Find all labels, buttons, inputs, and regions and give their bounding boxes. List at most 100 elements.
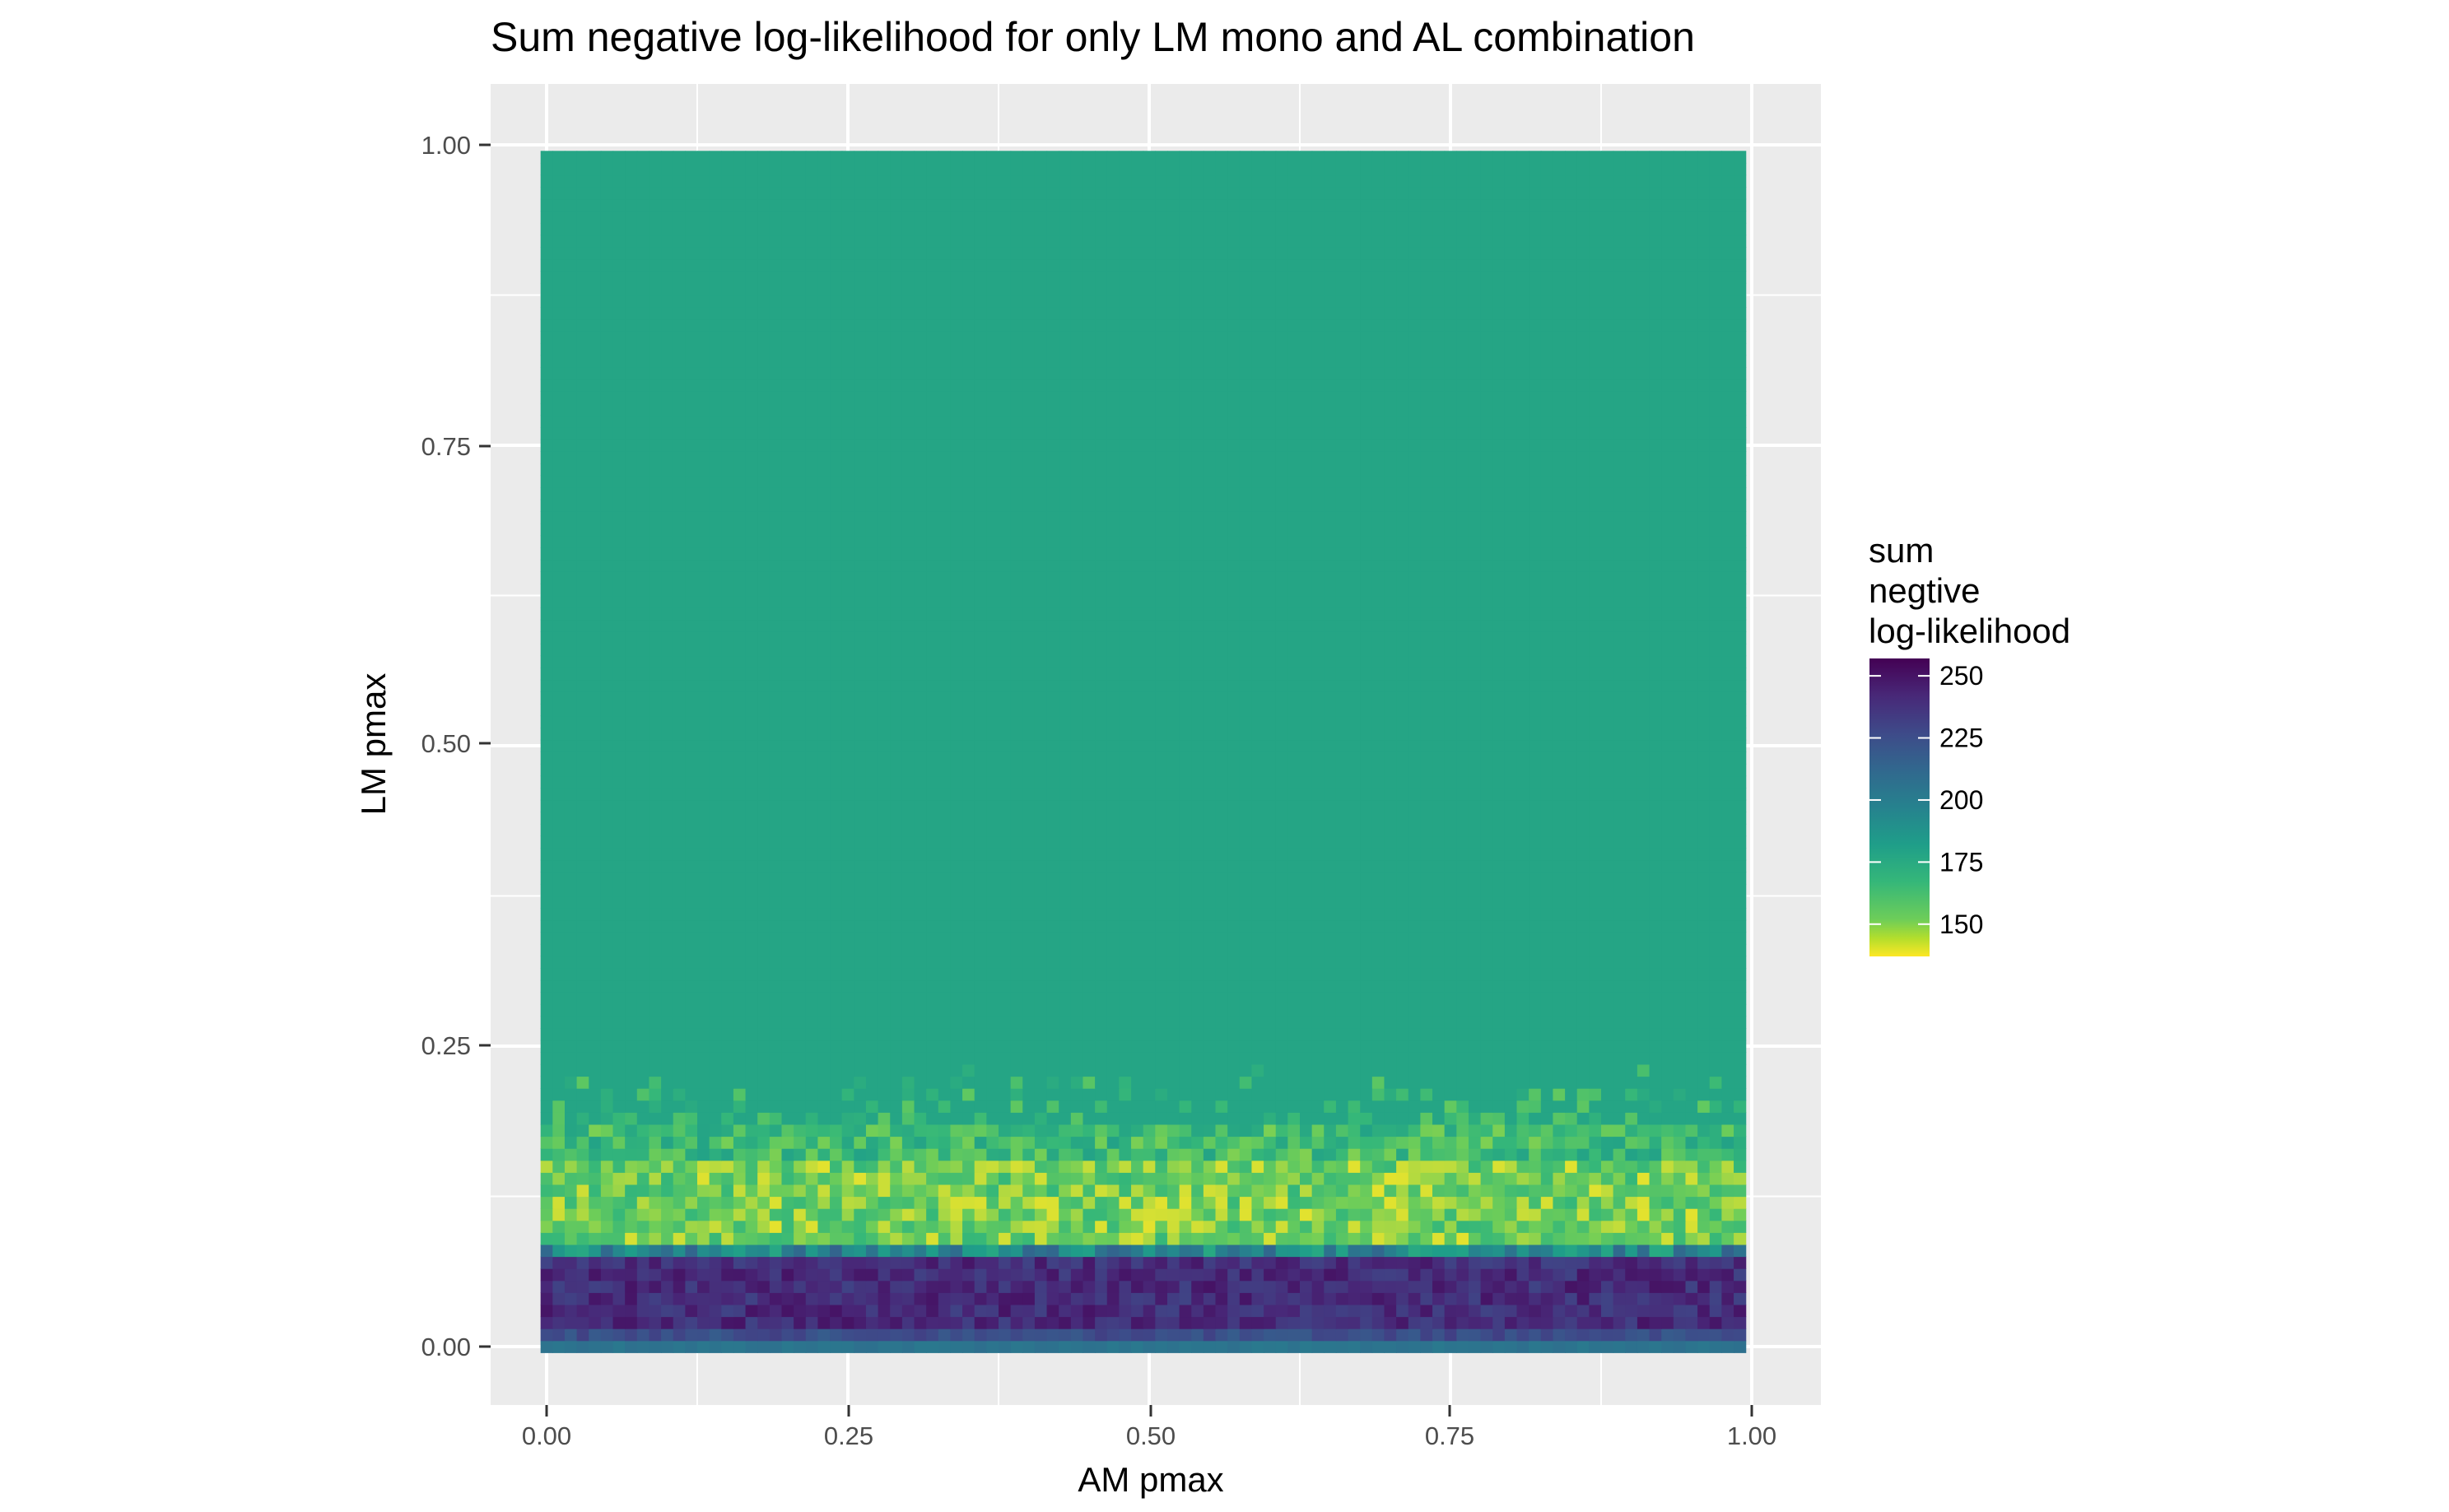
heatmap-cell bbox=[1649, 979, 1662, 993]
heatmap-cell bbox=[1649, 1328, 1662, 1342]
heatmap-cell bbox=[1553, 1136, 1566, 1149]
heatmap-cell bbox=[1384, 1184, 1397, 1198]
heatmap-cell bbox=[1673, 979, 1687, 993]
heatmap-cell bbox=[1444, 775, 1457, 789]
heatmap-cell bbox=[1649, 1028, 1662, 1041]
heatmap-cell bbox=[914, 1328, 927, 1342]
heatmap-cell bbox=[1613, 992, 1626, 1005]
heatmap-cell bbox=[1360, 1196, 1373, 1209]
heatmap-cell bbox=[1360, 1040, 1373, 1053]
heatmap-cell bbox=[962, 1316, 975, 1329]
heatmap-cell bbox=[1203, 1040, 1217, 1053]
heatmap-cell bbox=[745, 1256, 758, 1269]
heatmap-cell bbox=[938, 932, 952, 945]
heatmap-cell bbox=[685, 896, 698, 909]
heatmap-cell bbox=[1492, 1196, 1506, 1209]
heatmap-cell bbox=[1625, 1100, 1638, 1113]
heatmap-cell bbox=[1335, 799, 1349, 812]
heatmap-cell bbox=[685, 956, 698, 969]
heatmap-cell bbox=[890, 1184, 903, 1198]
heatmap-cell bbox=[854, 1328, 867, 1342]
heatmap-cell bbox=[1649, 1280, 1662, 1293]
heatmap-cell bbox=[1553, 1316, 1566, 1329]
heatmap-cell bbox=[1565, 896, 1578, 909]
heatmap-cell bbox=[986, 1088, 999, 1101]
heatmap-cell bbox=[673, 1220, 686, 1233]
heatmap-cell bbox=[733, 799, 747, 812]
heatmap-cell bbox=[1059, 1220, 1072, 1233]
heatmap-cell bbox=[878, 1088, 891, 1101]
heatmap-cell bbox=[745, 835, 758, 849]
heatmap-cell bbox=[1649, 896, 1662, 909]
heatmap-cell bbox=[1673, 1172, 1687, 1185]
heatmap-cell bbox=[1191, 1136, 1204, 1149]
heatmap-cell bbox=[914, 751, 927, 765]
heatmap-cell bbox=[589, 1184, 602, 1198]
heatmap-cell bbox=[1227, 775, 1241, 789]
heatmap-cell bbox=[1529, 799, 1542, 812]
heatmap-cell bbox=[1155, 1208, 1168, 1221]
heatmap-cell bbox=[1143, 1040, 1156, 1053]
heatmap-cell bbox=[769, 1124, 783, 1137]
heatmap-cell bbox=[1432, 1292, 1446, 1305]
heatmap-cell bbox=[589, 1196, 602, 1209]
heatmap-cell bbox=[1155, 968, 1168, 981]
heatmap-cell bbox=[1010, 1196, 1023, 1209]
heatmap-cell bbox=[1529, 932, 1542, 945]
heatmap-cell bbox=[1022, 992, 1036, 1005]
heatmap-cell bbox=[1300, 1124, 1313, 1137]
heatmap-cell bbox=[1396, 872, 1409, 885]
heatmap-cell bbox=[1456, 1124, 1469, 1137]
heatmap-cell bbox=[1215, 1256, 1228, 1269]
heatmap-cell bbox=[1673, 1316, 1687, 1329]
heatmap-cell bbox=[865, 812, 879, 825]
heatmap-cell bbox=[1251, 1340, 1264, 1353]
heatmap-cell bbox=[625, 823, 638, 837]
heatmap-cell bbox=[938, 1112, 952, 1125]
heatmap-cell bbox=[1697, 883, 1711, 897]
heatmap-cell bbox=[926, 763, 939, 777]
heatmap-cell bbox=[589, 1208, 602, 1221]
heatmap-cell bbox=[1203, 1063, 1217, 1077]
heatmap-cell bbox=[1673, 992, 1687, 1005]
heatmap-cell bbox=[830, 1340, 843, 1353]
heatmap-cell bbox=[974, 1256, 987, 1269]
heatmap-cell bbox=[1070, 1232, 1084, 1245]
heatmap-cell bbox=[721, 968, 734, 981]
heatmap-cell bbox=[685, 1292, 698, 1305]
heatmap-cell bbox=[745, 1003, 758, 1017]
heatmap-cell bbox=[1191, 1040, 1204, 1053]
heatmap-cell bbox=[1264, 1232, 1277, 1245]
heatmap-cell bbox=[600, 1220, 614, 1233]
heatmap-cell bbox=[1046, 1208, 1059, 1221]
heatmap-cell bbox=[1166, 835, 1180, 849]
heatmap-cell bbox=[938, 1052, 952, 1065]
heatmap-cell bbox=[576, 1003, 589, 1017]
heatmap-cell bbox=[757, 932, 771, 945]
heatmap-cell bbox=[1432, 968, 1446, 981]
heatmap-cell bbox=[1697, 775, 1711, 789]
heatmap-cell bbox=[1420, 919, 1433, 933]
heatmap-cell bbox=[540, 1136, 553, 1149]
heatmap-cell bbox=[552, 883, 566, 897]
heatmap-cell bbox=[986, 1052, 999, 1065]
heatmap-cell bbox=[589, 835, 602, 849]
heatmap-cell bbox=[1155, 1244, 1168, 1258]
heatmap-cell bbox=[1227, 1003, 1241, 1017]
heatmap-cell bbox=[1360, 1172, 1373, 1185]
heatmap-cell bbox=[1625, 1124, 1638, 1137]
heatmap-cell bbox=[1131, 1016, 1144, 1029]
heatmap-cell bbox=[1601, 1052, 1614, 1065]
heatmap-cell bbox=[1456, 1184, 1469, 1198]
heatmap-cell bbox=[1529, 812, 1542, 825]
heatmap-cell bbox=[974, 751, 987, 765]
heatmap-cell bbox=[878, 1328, 891, 1342]
heatmap-cell bbox=[1637, 1232, 1651, 1245]
heatmap-cell bbox=[1191, 1003, 1204, 1017]
heatmap-cell bbox=[1673, 859, 1687, 872]
heatmap-cell bbox=[1022, 1232, 1036, 1245]
heatmap-cell bbox=[1637, 1244, 1651, 1258]
heatmap-cell bbox=[1264, 1268, 1277, 1282]
heatmap-cell bbox=[938, 896, 952, 909]
heatmap-cell bbox=[1046, 1088, 1059, 1101]
